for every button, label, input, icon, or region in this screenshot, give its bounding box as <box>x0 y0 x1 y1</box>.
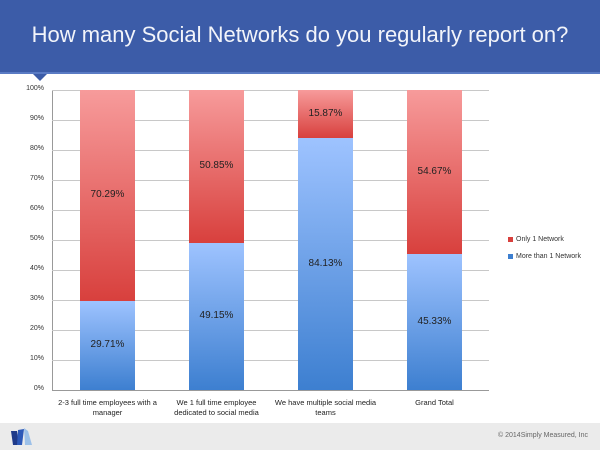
x-tick-label: 2-3 full time employees with a manager <box>58 398 157 417</box>
gridline <box>52 90 489 91</box>
data-label: 54.67% <box>417 166 452 177</box>
x-axis <box>52 390 489 391</box>
header-pointer <box>33 74 47 81</box>
bar-segment-more-than-1-network <box>407 254 462 390</box>
y-tick-label: 80% <box>29 145 44 152</box>
copyright-text: © 2014Simply Measured, Inc <box>498 432 588 439</box>
data-label: 50.85% <box>199 160 234 172</box>
stacked-bar: 15.87% 84.13% <box>298 90 353 390</box>
bar-segment-only-1-network <box>189 90 244 243</box>
data-label: 15.87% <box>308 107 343 119</box>
bar-segment-more-than-1-network <box>80 300 135 390</box>
bar-segment-only-1-network <box>80 90 135 301</box>
gridline <box>52 210 489 211</box>
bar-segment-only-1-network <box>298 90 353 138</box>
y-tick-label: 100% <box>26 85 44 92</box>
gridline <box>52 120 489 121</box>
gridline <box>52 150 489 151</box>
gridline <box>52 180 489 181</box>
legend-swatch-red <box>508 236 513 242</box>
gridline <box>52 330 489 331</box>
x-tick-label: Grand Total <box>415 398 454 407</box>
gridline <box>52 240 489 241</box>
page-title: How many Social Networks do you regularl… <box>31 22 569 47</box>
legend-swatch-blue <box>508 253 513 259</box>
y-tick-label: 0% <box>33 385 44 392</box>
gridline <box>52 300 489 301</box>
data-label: 45.33% <box>417 316 452 327</box>
stacked-bar: 70.29% 29.71% <box>80 90 135 390</box>
y-tick-label: 30% <box>29 295 44 302</box>
data-label: 49.15% <box>199 310 234 322</box>
y-tick-label: 70% <box>29 175 44 182</box>
legend-item-only-1-network: Only 1 Network <box>508 236 564 243</box>
y-tick-label: 10% <box>29 355 44 362</box>
bar-segment-only-1-network <box>407 90 462 254</box>
x-tick-label: We 1 full time employee dedicated to soc… <box>174 398 259 417</box>
y-tick-label: 20% <box>29 325 44 332</box>
bar-segment-more-than-1-network <box>189 242 244 390</box>
simply-measured-logo-icon <box>11 428 32 445</box>
data-label: 84.13% <box>308 257 343 269</box>
chart-plot-area <box>52 90 489 391</box>
footer: © 2014Simply Measured, Inc <box>0 423 600 450</box>
x-tick-label: We have multiple social media teams <box>274 398 377 417</box>
data-label: 29.71% <box>90 339 125 351</box>
bar-segment-more-than-1-network <box>298 137 353 390</box>
y-tick-label: 90% <box>29 115 44 122</box>
stacked-bar: 50.85% 49.15% <box>189 90 244 390</box>
y-tick-label: 50% <box>29 235 44 242</box>
gridline <box>52 360 489 361</box>
y-tick-label: 40% <box>29 265 44 272</box>
data-label: 70.29% <box>90 189 125 201</box>
legend-label: More than 1 Network <box>516 253 581 260</box>
header-banner: How many Social Networks do you regularl… <box>0 0 600 74</box>
legend-item-more-than-1-network: More than 1 Network <box>508 253 581 260</box>
gridline <box>52 270 489 271</box>
legend-label: Only 1 Network <box>516 236 564 243</box>
stacked-bar: 54.67% 45.33% <box>407 90 462 390</box>
y-tick-label: 60% <box>29 205 44 212</box>
